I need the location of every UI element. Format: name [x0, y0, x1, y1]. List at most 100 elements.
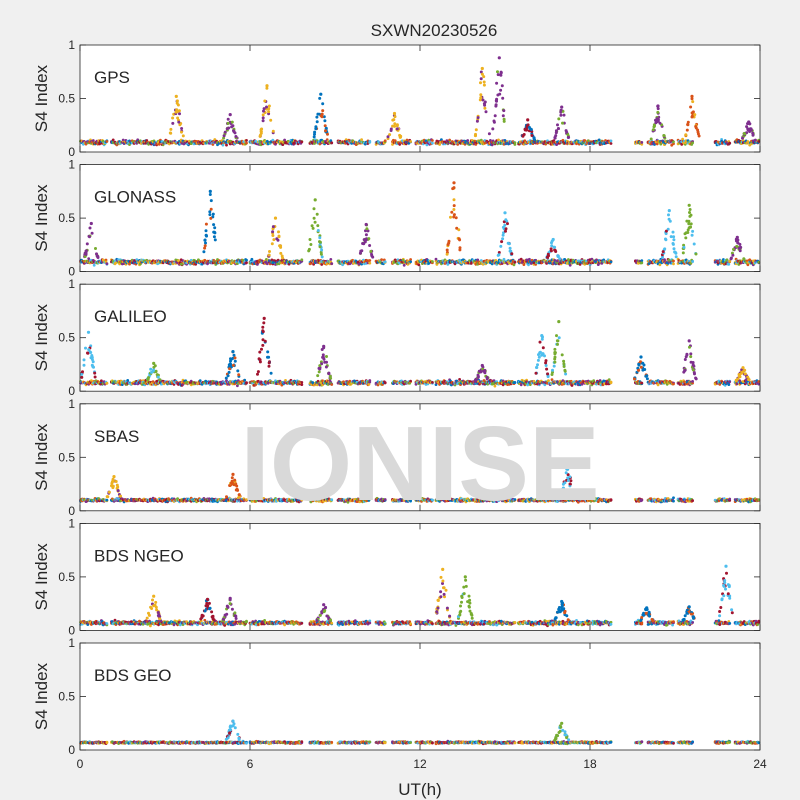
burst-peak-point [551, 237, 555, 242]
burst-peak-point [273, 216, 278, 220]
burst-point [729, 257, 733, 261]
burst-point [685, 353, 689, 357]
burst-point [493, 114, 497, 118]
burst-point [329, 376, 333, 380]
burst-point [474, 128, 478, 132]
burst-point [171, 116, 175, 120]
burst-point [175, 101, 179, 105]
burst-point [501, 233, 505, 237]
burst-point [90, 231, 94, 235]
burst-point [392, 118, 396, 122]
burst-point [745, 125, 749, 129]
burst-point [691, 229, 695, 233]
burst-point [549, 247, 553, 251]
data-point [458, 378, 461, 381]
burst-peak-point [152, 361, 156, 365]
burst-point [541, 346, 545, 350]
burst-point [735, 244, 739, 248]
burst-point [232, 353, 236, 357]
burst-point [92, 365, 95, 369]
burst-point [327, 371, 331, 375]
burst-point [559, 113, 563, 117]
plot-area [80, 284, 760, 392]
burst-point [309, 243, 313, 246]
burst-point [320, 255, 324, 259]
burst-point [262, 109, 265, 113]
data-point [640, 261, 644, 265]
burst-point [389, 129, 393, 132]
burst-point [736, 241, 740, 245]
data-point [128, 143, 131, 147]
burst-point [313, 220, 317, 224]
data-point [380, 258, 383, 261]
burst-peak-point [228, 113, 232, 117]
burst-point [689, 105, 693, 109]
burst-point [307, 247, 311, 251]
burst-point [316, 374, 320, 378]
burst-point [320, 115, 324, 119]
burst-point [82, 363, 86, 367]
burst-point [181, 134, 185, 138]
burst-point [483, 106, 487, 110]
burst-peak-point [480, 66, 484, 71]
burst-point [178, 123, 182, 127]
burst-point [267, 361, 271, 365]
burst-point [655, 117, 659, 121]
burst-point [177, 120, 181, 124]
burst-point [89, 351, 93, 354]
burst-point [262, 321, 266, 325]
burst-point [318, 236, 322, 240]
burst-point [268, 250, 271, 253]
burst-point [553, 351, 557, 354]
data-point [691, 141, 694, 145]
data-point [330, 383, 334, 386]
burst-point [540, 337, 544, 341]
burst-point [208, 210, 212, 214]
data-point [320, 263, 324, 266]
burst-point [645, 377, 649, 381]
burst-point [368, 244, 372, 247]
burst-point [86, 351, 89, 355]
y-axis-label: S4 Index [32, 304, 51, 372]
burst-peak-point [364, 222, 368, 227]
burst-point [731, 253, 735, 257]
burst-point [261, 119, 265, 123]
burst-point [674, 255, 678, 259]
data-point [513, 381, 517, 384]
burst-point [80, 375, 84, 379]
burst-point [212, 223, 216, 227]
data-point [493, 384, 497, 388]
burst-point [672, 238, 676, 242]
burst-point [664, 238, 668, 242]
burst-point [739, 245, 743, 249]
data-point [300, 140, 304, 144]
burst-point [692, 242, 696, 246]
burst-point [236, 369, 240, 373]
burst-point [501, 225, 505, 229]
data-point [250, 257, 254, 261]
burst-point [261, 343, 265, 347]
burst-point [562, 365, 566, 368]
data-point [213, 138, 217, 141]
burst-point [501, 114, 505, 118]
burst-point [556, 254, 560, 258]
burst-point [324, 365, 328, 369]
burst-point [523, 128, 527, 132]
burst-point [746, 128, 750, 132]
burst-point [688, 211, 691, 214]
burst-point [480, 72, 484, 76]
burst-point [81, 370, 84, 374]
burst-point [279, 244, 283, 248]
burst-point [452, 208, 456, 211]
data-point [497, 138, 500, 142]
burst-point [560, 353, 564, 357]
burst-point [323, 119, 327, 123]
burst-point [641, 361, 645, 365]
burst-point [482, 80, 486, 84]
burst-point [204, 233, 208, 237]
burst-point [267, 104, 271, 108]
burst-point [458, 238, 462, 242]
burst-point [741, 136, 744, 140]
